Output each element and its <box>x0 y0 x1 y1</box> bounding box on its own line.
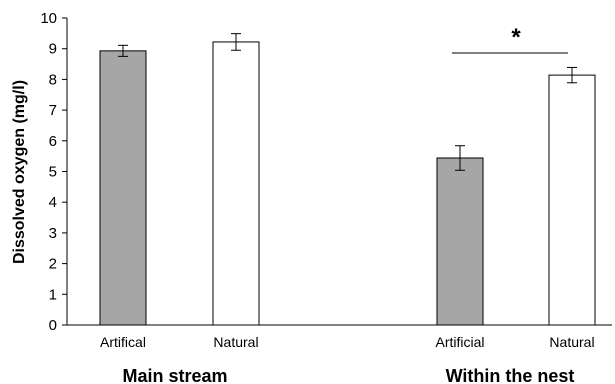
y-tick-label: 0 <box>49 317 57 334</box>
y-axis-title: Dissolved oxygen (mg/l) <box>11 80 28 264</box>
group-label: Within the nest <box>446 366 575 384</box>
y-tick-label: 4 <box>49 194 57 211</box>
y-tick-label: 7 <box>49 102 57 119</box>
category-label: Artificial <box>435 334 484 350</box>
significance-marker: * <box>511 24 521 51</box>
y-tick-label: 8 <box>49 71 57 88</box>
y-tick-label: 2 <box>49 256 57 273</box>
y-axis: 0 1 2 3 4 5 6 7 8 9 10 <box>40 10 612 334</box>
category-label: Natural <box>549 334 594 350</box>
y-tick-label: 1 <box>49 286 57 303</box>
bar <box>212 41 260 326</box>
category-labels: Artifical Natural Main stream Artificial Nat… <box>100 334 595 384</box>
y-tick-label: 5 <box>49 164 57 181</box>
bar <box>548 74 596 326</box>
group-label: Main stream <box>122 366 227 384</box>
annotations: * <box>452 24 568 54</box>
bar <box>99 50 147 326</box>
bars <box>99 33 596 326</box>
bar <box>436 157 484 326</box>
category-label: Artifical <box>100 334 146 350</box>
y-tick-label: 10 <box>40 10 57 27</box>
y-tick-label: 9 <box>49 41 57 58</box>
y-tick-label: 3 <box>49 225 57 242</box>
category-label: Natural <box>213 334 258 350</box>
y-tick-label: 6 <box>49 133 57 150</box>
